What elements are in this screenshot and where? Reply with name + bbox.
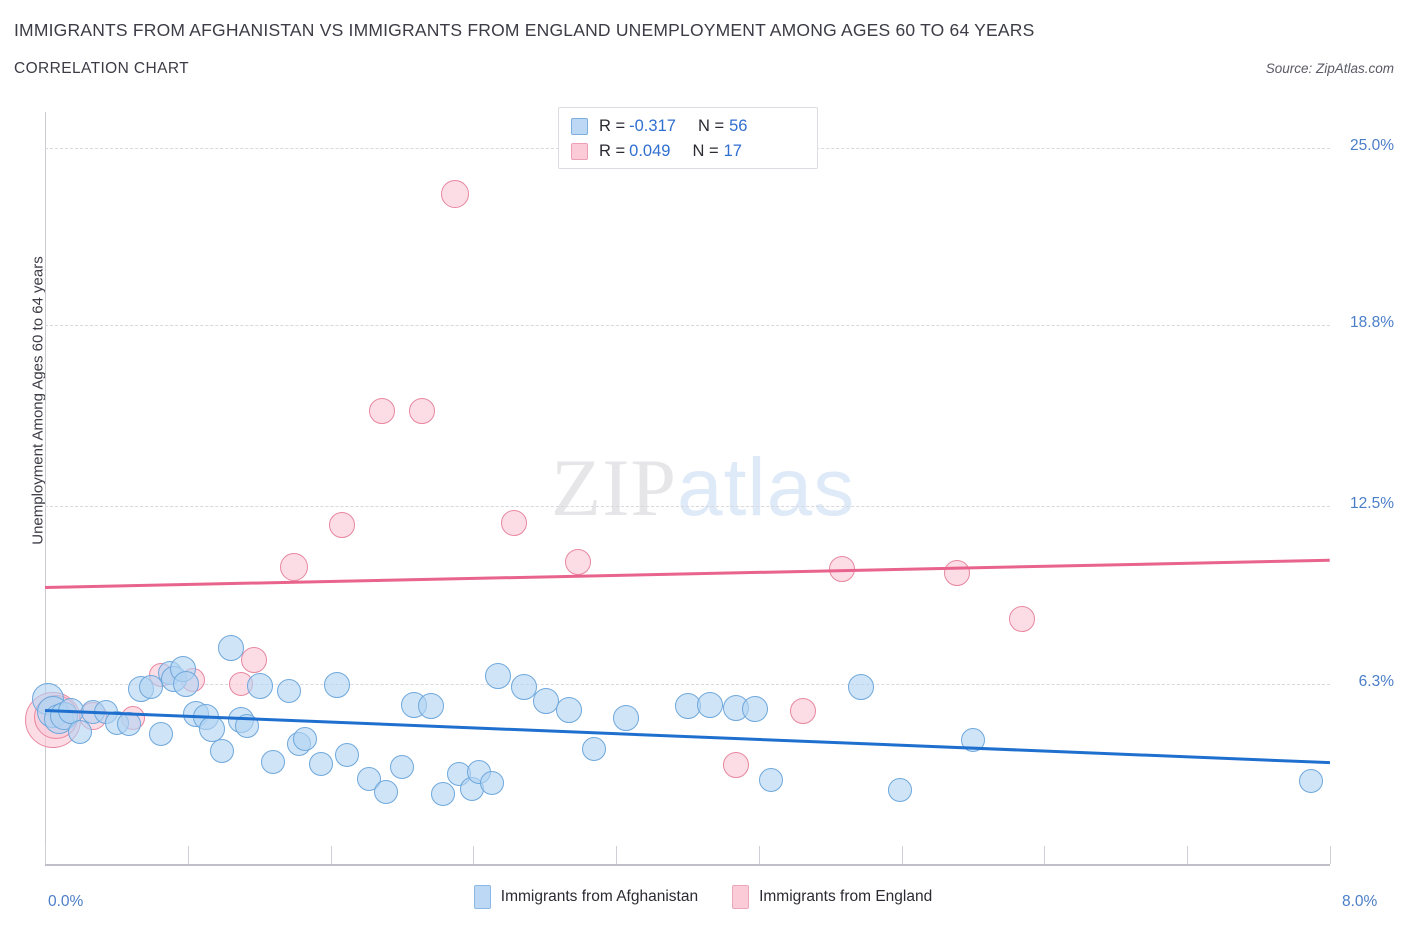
data-point-afghanistan[interactable] [696, 692, 723, 718]
data-point-england[interactable] [409, 397, 436, 424]
data-point-afghanistan[interactable] [741, 696, 768, 723]
y-axis-title: Unemployment Among Ages 60 to 64 years [29, 256, 47, 545]
stats-row-england: R = 0.049 N = 17 [571, 139, 807, 164]
data-point-england[interactable] [790, 697, 817, 724]
data-point-afghanistan[interactable] [555, 696, 582, 723]
data-point-afghanistan[interactable] [887, 778, 912, 803]
data-point-afghanistan[interactable] [759, 768, 784, 793]
x-axis-tick [616, 846, 618, 864]
stats-r-value-blue: -0.317 [629, 117, 676, 135]
y-axis-tick-label: 25.0% [1350, 136, 1394, 154]
stats-r-label-blue: R = [599, 117, 626, 135]
data-point-england[interactable] [501, 509, 528, 536]
data-point-afghanistan[interactable] [484, 663, 511, 690]
stats-r-value-pink: 0.049 [629, 142, 671, 160]
y-axis-tick-label: 18.8% [1350, 314, 1394, 332]
data-point-afghanistan[interactable] [209, 738, 234, 763]
legend-item-afghanistan[interactable]: Immigrants from Afghanistan [473, 885, 699, 909]
legend-item-england[interactable]: Immigrants from England [732, 885, 932, 909]
data-point-afghanistan[interactable] [334, 742, 359, 767]
x-axis-tick [901, 846, 903, 864]
legend-label-afghanistan: Immigrants from Afghanistan [500, 888, 699, 905]
data-point-afghanistan[interactable] [357, 766, 382, 791]
data-point-england[interactable] [440, 179, 469, 208]
y-axis-tick-label: 6.3% [1358, 672, 1394, 690]
data-point-afghanistan[interactable] [479, 771, 504, 796]
stats-row-afghanistan: R = -0.317 N = 56 [571, 114, 807, 139]
data-point-afghanistan[interactable] [309, 752, 334, 777]
x-axis-tick [1044, 846, 1046, 864]
source-attribution: Source: ZipAtlas.com [1265, 61, 1394, 76]
data-point-afghanistan[interactable] [373, 779, 398, 804]
data-point-afghanistan[interactable] [247, 672, 274, 699]
data-point-england[interactable] [240, 647, 267, 674]
data-point-afghanistan[interactable] [431, 781, 456, 806]
data-point-afghanistan[interactable] [277, 678, 302, 703]
data-point-afghanistan[interactable] [510, 673, 537, 700]
data-point-afghanistan[interactable] [218, 634, 245, 661]
y-axis-line [45, 112, 46, 864]
stats-r-label-pink: R = [599, 142, 626, 160]
stats-swatch-pink [571, 143, 588, 160]
stats-n-label-pink: N = [692, 142, 719, 160]
plot-area [45, 112, 1330, 864]
data-point-afghanistan[interactable] [116, 712, 141, 737]
stats-n-label-blue: N = [697, 117, 725, 135]
x-axis-tick [1330, 846, 1331, 864]
x-axis-tick [758, 846, 760, 864]
data-point-afghanistan[interactable] [57, 697, 84, 724]
page-title: IMMIGRANTS FROM AFGHANISTAN VS IMMIGRANT… [14, 20, 1035, 40]
x-axis-tick-label-min: 0.0% [48, 893, 84, 910]
x-axis-line [45, 864, 1330, 866]
correlation-stats-box: R = -0.317 N = 56 R = 0.049 N = 17 [558, 107, 818, 169]
series-legend: Immigrants from Afghanistan Immigrants f… [0, 885, 1406, 909]
data-point-afghanistan[interactable] [613, 704, 640, 731]
x-axis-tick [1187, 846, 1189, 864]
data-point-afghanistan[interactable] [389, 754, 414, 779]
chart-subtitle: CORRELATION CHART [14, 60, 190, 77]
data-point-england[interactable] [722, 752, 749, 779]
y-axis-tick-label: 12.5% [1350, 494, 1394, 512]
data-point-england[interactable] [828, 555, 855, 582]
x-axis-tick [473, 846, 475, 864]
data-point-england[interactable] [1008, 606, 1035, 633]
data-point-england[interactable] [565, 548, 592, 575]
gridline [45, 505, 1330, 507]
x-axis-tick [330, 846, 332, 864]
gridline [45, 325, 1330, 327]
data-point-england[interactable] [369, 398, 396, 425]
data-point-afghanistan[interactable] [961, 728, 986, 753]
data-point-afghanistan[interactable] [173, 670, 200, 697]
data-point-afghanistan[interactable] [674, 692, 701, 719]
data-point-afghanistan[interactable] [417, 693, 444, 720]
data-point-afghanistan[interactable] [293, 727, 318, 752]
data-point-england[interactable] [944, 560, 971, 587]
x-axis-tick-label-max: 8.0% [1342, 893, 1378, 910]
stats-n-value-pink: 17 [723, 142, 742, 160]
data-point-afghanistan[interactable] [148, 721, 173, 746]
x-axis-tick [45, 846, 46, 864]
stats-swatch-blue [571, 118, 588, 135]
legend-label-england: Immigrants from England [759, 888, 933, 905]
data-point-afghanistan[interactable] [1298, 769, 1323, 794]
data-point-afghanistan[interactable] [582, 736, 607, 761]
data-point-afghanistan[interactable] [68, 719, 93, 744]
data-point-afghanistan[interactable] [324, 671, 351, 698]
data-point-afghanistan[interactable] [199, 715, 226, 742]
data-point-afghanistan[interactable] [235, 714, 260, 739]
data-point-england[interactable] [279, 553, 308, 582]
x-axis-tick [187, 846, 189, 864]
legend-swatch-england [732, 885, 750, 909]
gridline [45, 683, 1330, 685]
data-point-england[interactable] [329, 511, 356, 538]
data-point-afghanistan[interactable] [847, 673, 874, 700]
legend-swatch-afghanistan [473, 885, 491, 909]
data-point-afghanistan[interactable] [261, 750, 286, 775]
stats-n-value-blue: 56 [729, 117, 748, 135]
